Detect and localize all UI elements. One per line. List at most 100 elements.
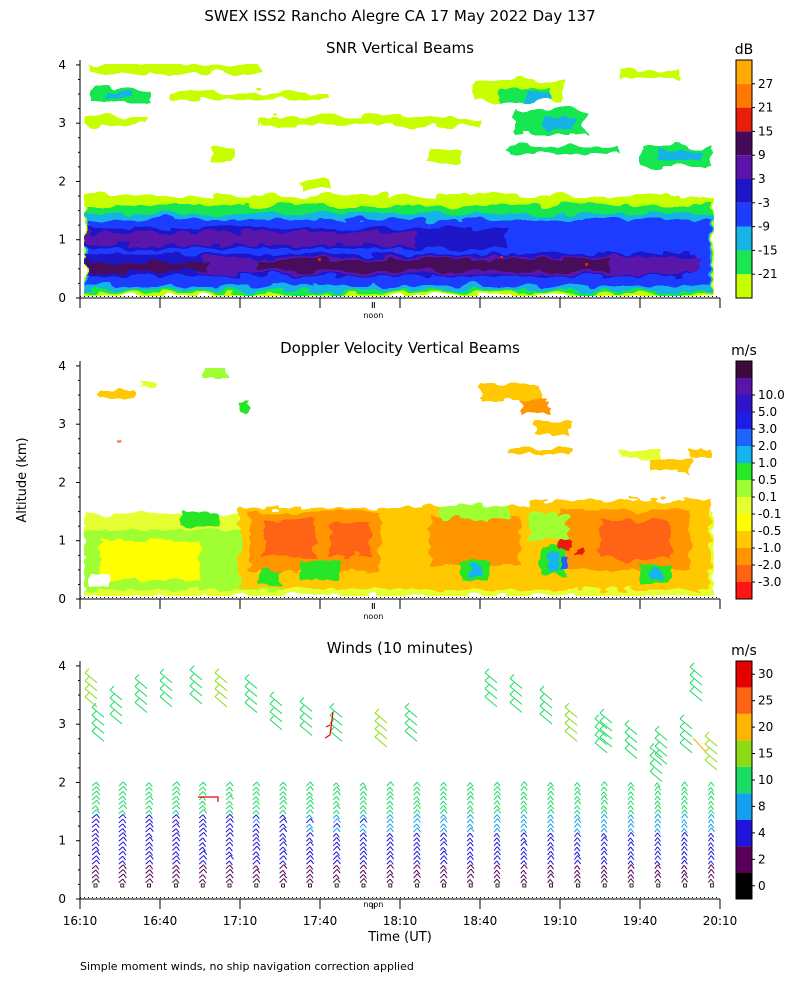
wind-barb xyxy=(172,846,177,851)
wind-barb xyxy=(689,690,703,702)
wind-barb xyxy=(306,841,311,847)
panel-2-axes: 0 1 2 3 4 noon xyxy=(58,359,721,621)
wind-barb xyxy=(600,781,605,787)
wind-barb-flag xyxy=(214,668,220,674)
wind-barb xyxy=(547,804,552,810)
wind-barb xyxy=(91,832,97,838)
wind-barb xyxy=(707,842,712,847)
colorbar-swatch xyxy=(736,202,752,227)
wind-barb-flag xyxy=(96,859,101,865)
wind-column xyxy=(547,782,555,888)
wind-column xyxy=(386,781,395,888)
wind-column xyxy=(279,781,288,888)
wind-barb-flag xyxy=(229,809,234,815)
wind-barb-flag xyxy=(122,841,127,847)
wind-barb-flag xyxy=(576,809,581,815)
wind-barb xyxy=(198,842,203,847)
wind-barb-flag xyxy=(283,827,288,833)
wind-barb xyxy=(594,718,608,730)
calm-marker xyxy=(629,883,634,888)
upper-wind-group xyxy=(269,691,283,731)
wind-barb-flag xyxy=(282,860,287,866)
wind-barb xyxy=(225,804,231,810)
wind-column xyxy=(332,782,341,888)
wind-barb xyxy=(386,800,391,805)
wind-barb-flag xyxy=(148,805,153,811)
strong-wind-barb xyxy=(198,796,219,802)
wind-barb xyxy=(654,737,668,749)
colorbar-swatch xyxy=(736,60,752,84)
wind-barb xyxy=(214,672,228,684)
wind-barb-flag xyxy=(149,860,154,865)
y-tick-label: 3 xyxy=(58,116,66,130)
wind-barb-flag xyxy=(576,837,581,842)
wind-barb xyxy=(172,832,178,837)
wind-barb-flag xyxy=(175,851,180,856)
wind-barb-flag xyxy=(564,710,570,716)
wind-barb xyxy=(627,869,632,874)
upper-wind-group xyxy=(509,674,523,713)
wind-barb-flag xyxy=(214,692,220,698)
wind-barb xyxy=(386,809,391,814)
wind-barb-flag xyxy=(362,805,367,810)
wind-barb-flag xyxy=(95,818,100,824)
wind-barb-flag xyxy=(309,837,314,843)
y-tick-label: 1 xyxy=(58,534,66,548)
wind-barb xyxy=(466,795,472,801)
wind-barb-flag xyxy=(416,837,421,842)
wind-barb-flag xyxy=(523,781,528,787)
wind-barb xyxy=(493,855,498,860)
wind-barb xyxy=(269,711,283,723)
wind-barb-flag xyxy=(509,674,515,679)
wind-barb xyxy=(332,786,338,791)
wind-barb-flag xyxy=(443,865,447,870)
x-tick-label: 18:40 xyxy=(463,914,498,928)
wind-barb xyxy=(413,823,418,828)
wind-barb-flag xyxy=(91,718,97,724)
wind-column xyxy=(627,782,635,888)
wind-barb-flag xyxy=(576,786,581,792)
wind-barb-flag xyxy=(496,874,501,879)
wind-barb xyxy=(707,837,712,842)
wind-barb xyxy=(386,786,391,791)
wind-barb-flag xyxy=(202,878,207,884)
wind-barb-flag xyxy=(310,786,314,791)
colorbar-label: 3.0 xyxy=(758,422,777,436)
wind-barb xyxy=(484,688,498,700)
wind-barb xyxy=(159,680,173,692)
wind-barb-flag xyxy=(657,800,661,806)
wind-barb-flag xyxy=(96,809,101,814)
colorbar-swatch xyxy=(736,793,752,820)
wind-barb-flag xyxy=(416,781,421,787)
wind-barb-flag xyxy=(363,878,368,883)
wind-barb xyxy=(627,795,632,801)
colorbar-swatch xyxy=(736,582,752,599)
colorbar-swatch xyxy=(736,565,752,582)
wind-barb-flag xyxy=(470,864,475,869)
wind-column xyxy=(440,782,448,888)
wind-barb xyxy=(599,720,613,732)
wind-barb-flag xyxy=(149,864,154,870)
wind-barb-flag xyxy=(630,809,635,815)
wind-barb-flag xyxy=(255,851,260,857)
colorbar-label: -15 xyxy=(758,243,778,257)
wind-barb xyxy=(600,869,605,874)
wind-barb-flag xyxy=(630,832,635,837)
colorbar-swatch xyxy=(736,514,752,531)
wind-barb-flag xyxy=(229,827,234,833)
wind-barb-flag xyxy=(679,738,685,744)
wind-barb-flag xyxy=(256,804,261,810)
wind-barb xyxy=(386,846,391,851)
wind-barb-flag xyxy=(550,850,555,856)
wind-barb-flag xyxy=(336,796,340,801)
wind-barb-flag xyxy=(335,833,340,838)
wind-barb xyxy=(359,860,364,865)
wind-barb-flag xyxy=(390,781,395,787)
wind-barb-flag xyxy=(416,786,421,792)
wind-barb-flag xyxy=(417,804,421,810)
colorbar-label: 15 xyxy=(758,124,773,138)
wind-barb xyxy=(145,851,150,856)
upper-wind-group xyxy=(84,668,98,708)
wind-barb xyxy=(574,786,578,791)
wind-barb xyxy=(252,859,258,865)
